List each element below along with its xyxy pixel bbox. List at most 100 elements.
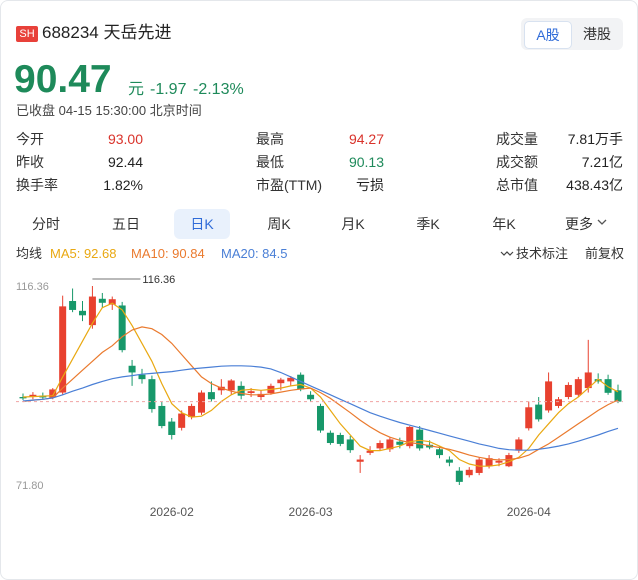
ma-line bbox=[22, 365, 619, 451]
period-tab[interactable]: 五日 bbox=[112, 216, 140, 232]
candle-body bbox=[257, 393, 265, 398]
candle-body bbox=[416, 429, 424, 449]
candle-body bbox=[128, 365, 136, 373]
stat-label: 成交额 bbox=[496, 154, 538, 170]
exchange-badge: SH bbox=[16, 26, 38, 42]
candle-body bbox=[69, 301, 77, 310]
candle-body bbox=[188, 405, 196, 418]
stat-label: 最高 bbox=[256, 131, 284, 147]
candle-body bbox=[465, 469, 473, 476]
candle-body bbox=[356, 459, 364, 462]
period-tab[interactable]: 更多 bbox=[565, 216, 593, 232]
stat-label: 最低 bbox=[256, 154, 284, 170]
market-tab[interactable]: 港股 bbox=[583, 26, 611, 42]
candle-body bbox=[49, 389, 57, 398]
y-tick-label: 116.36 bbox=[16, 281, 49, 293]
ma-label: 均线 bbox=[16, 246, 43, 261]
candle-body bbox=[29, 394, 37, 397]
candle-body bbox=[564, 384, 572, 398]
stat-label: 昨收 bbox=[16, 154, 44, 170]
period-tab[interactable]: 周K bbox=[267, 216, 291, 232]
candle-body bbox=[108, 299, 116, 305]
market-tab[interactable]: A股 bbox=[524, 21, 572, 49]
candle-body bbox=[525, 407, 533, 429]
candle-body bbox=[535, 404, 543, 420]
market-status: 已收盘 04-15 15:30:00 北京时间 bbox=[16, 103, 202, 118]
candle-body bbox=[386, 439, 394, 450]
candle-body bbox=[297, 374, 305, 390]
price: 90.47 bbox=[14, 58, 112, 101]
candle-body bbox=[138, 374, 146, 380]
candle-body bbox=[436, 449, 443, 456]
period-tab[interactable]: 分时 bbox=[32, 216, 60, 232]
candle-body bbox=[307, 394, 315, 400]
candle-body bbox=[178, 413, 186, 428]
adjust-label[interactable]: 前复权 bbox=[585, 246, 625, 261]
tech-label[interactable]: 技术标注 bbox=[516, 246, 569, 261]
stat-value: 93.00 bbox=[107, 131, 143, 147]
more-chevron bbox=[597, 219, 607, 225]
y-tick-label: 71.80 bbox=[16, 480, 44, 492]
stat-label: 市盈(TTM) bbox=[256, 177, 323, 193]
candle-body bbox=[495, 460, 503, 463]
x-tick-label: 2026-04 bbox=[507, 505, 551, 519]
candle-body bbox=[317, 405, 324, 431]
candle-body bbox=[98, 298, 106, 303]
x-tick-label: 2026-02 bbox=[150, 505, 194, 519]
candle-body bbox=[594, 379, 602, 382]
candle-body bbox=[148, 379, 156, 410]
candle-body bbox=[59, 306, 67, 393]
stat-label: 总市值 bbox=[496, 177, 538, 193]
candle-body bbox=[396, 441, 404, 445]
candle-body bbox=[346, 439, 354, 451]
candle-body bbox=[455, 470, 463, 482]
stat-value: 7.21亿 bbox=[581, 154, 623, 170]
candle-body bbox=[376, 443, 384, 449]
stat-value: 亏损 bbox=[356, 177, 384, 193]
candle-body bbox=[366, 450, 374, 453]
price-change-pct: -2.13% bbox=[193, 81, 244, 98]
active-tab-bg bbox=[174, 209, 230, 239]
candle-body bbox=[158, 405, 166, 427]
stat-label: 今开 bbox=[16, 131, 44, 147]
stat-value: 438.43亿 bbox=[566, 177, 623, 193]
period-tab[interactable]: 日K bbox=[190, 216, 214, 232]
legend-entry: MA20: 84.5 bbox=[221, 246, 288, 261]
ma-line bbox=[22, 302, 619, 467]
candle-body bbox=[445, 459, 453, 463]
candle-body bbox=[277, 379, 285, 384]
candle-body bbox=[555, 399, 562, 406]
period-tab[interactable]: 年K bbox=[492, 216, 516, 232]
candle-body bbox=[604, 379, 612, 393]
candle-body bbox=[168, 421, 176, 435]
candle-body bbox=[19, 397, 27, 399]
candle-body bbox=[287, 377, 295, 382]
candle-body bbox=[326, 432, 334, 444]
stat-value: 1.82% bbox=[103, 177, 143, 193]
x-tick-label: 2026-03 bbox=[289, 505, 333, 519]
candle-body bbox=[584, 372, 592, 389]
candle-body bbox=[545, 381, 553, 411]
candle-body bbox=[198, 392, 205, 413]
tech-icon bbox=[500, 251, 514, 256]
candle-body bbox=[406, 426, 414, 447]
stat-value: 92.44 bbox=[107, 154, 143, 170]
price-change: -1.97 bbox=[150, 81, 187, 98]
stock-name: 688234 天岳先进 bbox=[42, 23, 172, 42]
candle-body bbox=[88, 296, 96, 326]
price-unit: 元 bbox=[128, 81, 145, 98]
candle-body bbox=[614, 390, 622, 402]
period-tab[interactable]: 季K bbox=[416, 216, 440, 232]
candle-body bbox=[227, 380, 235, 391]
stat-label: 换手率 bbox=[16, 177, 58, 193]
stat-value: 90.13 bbox=[348, 154, 384, 170]
period-tab[interactable]: 月K bbox=[341, 216, 365, 232]
candle-body bbox=[207, 392, 215, 400]
candle-body bbox=[515, 439, 523, 451]
candle-body bbox=[336, 434, 344, 444]
candle-body bbox=[247, 391, 255, 394]
candle-body bbox=[485, 458, 493, 467]
stat-value: 7.81万手 bbox=[567, 131, 623, 147]
